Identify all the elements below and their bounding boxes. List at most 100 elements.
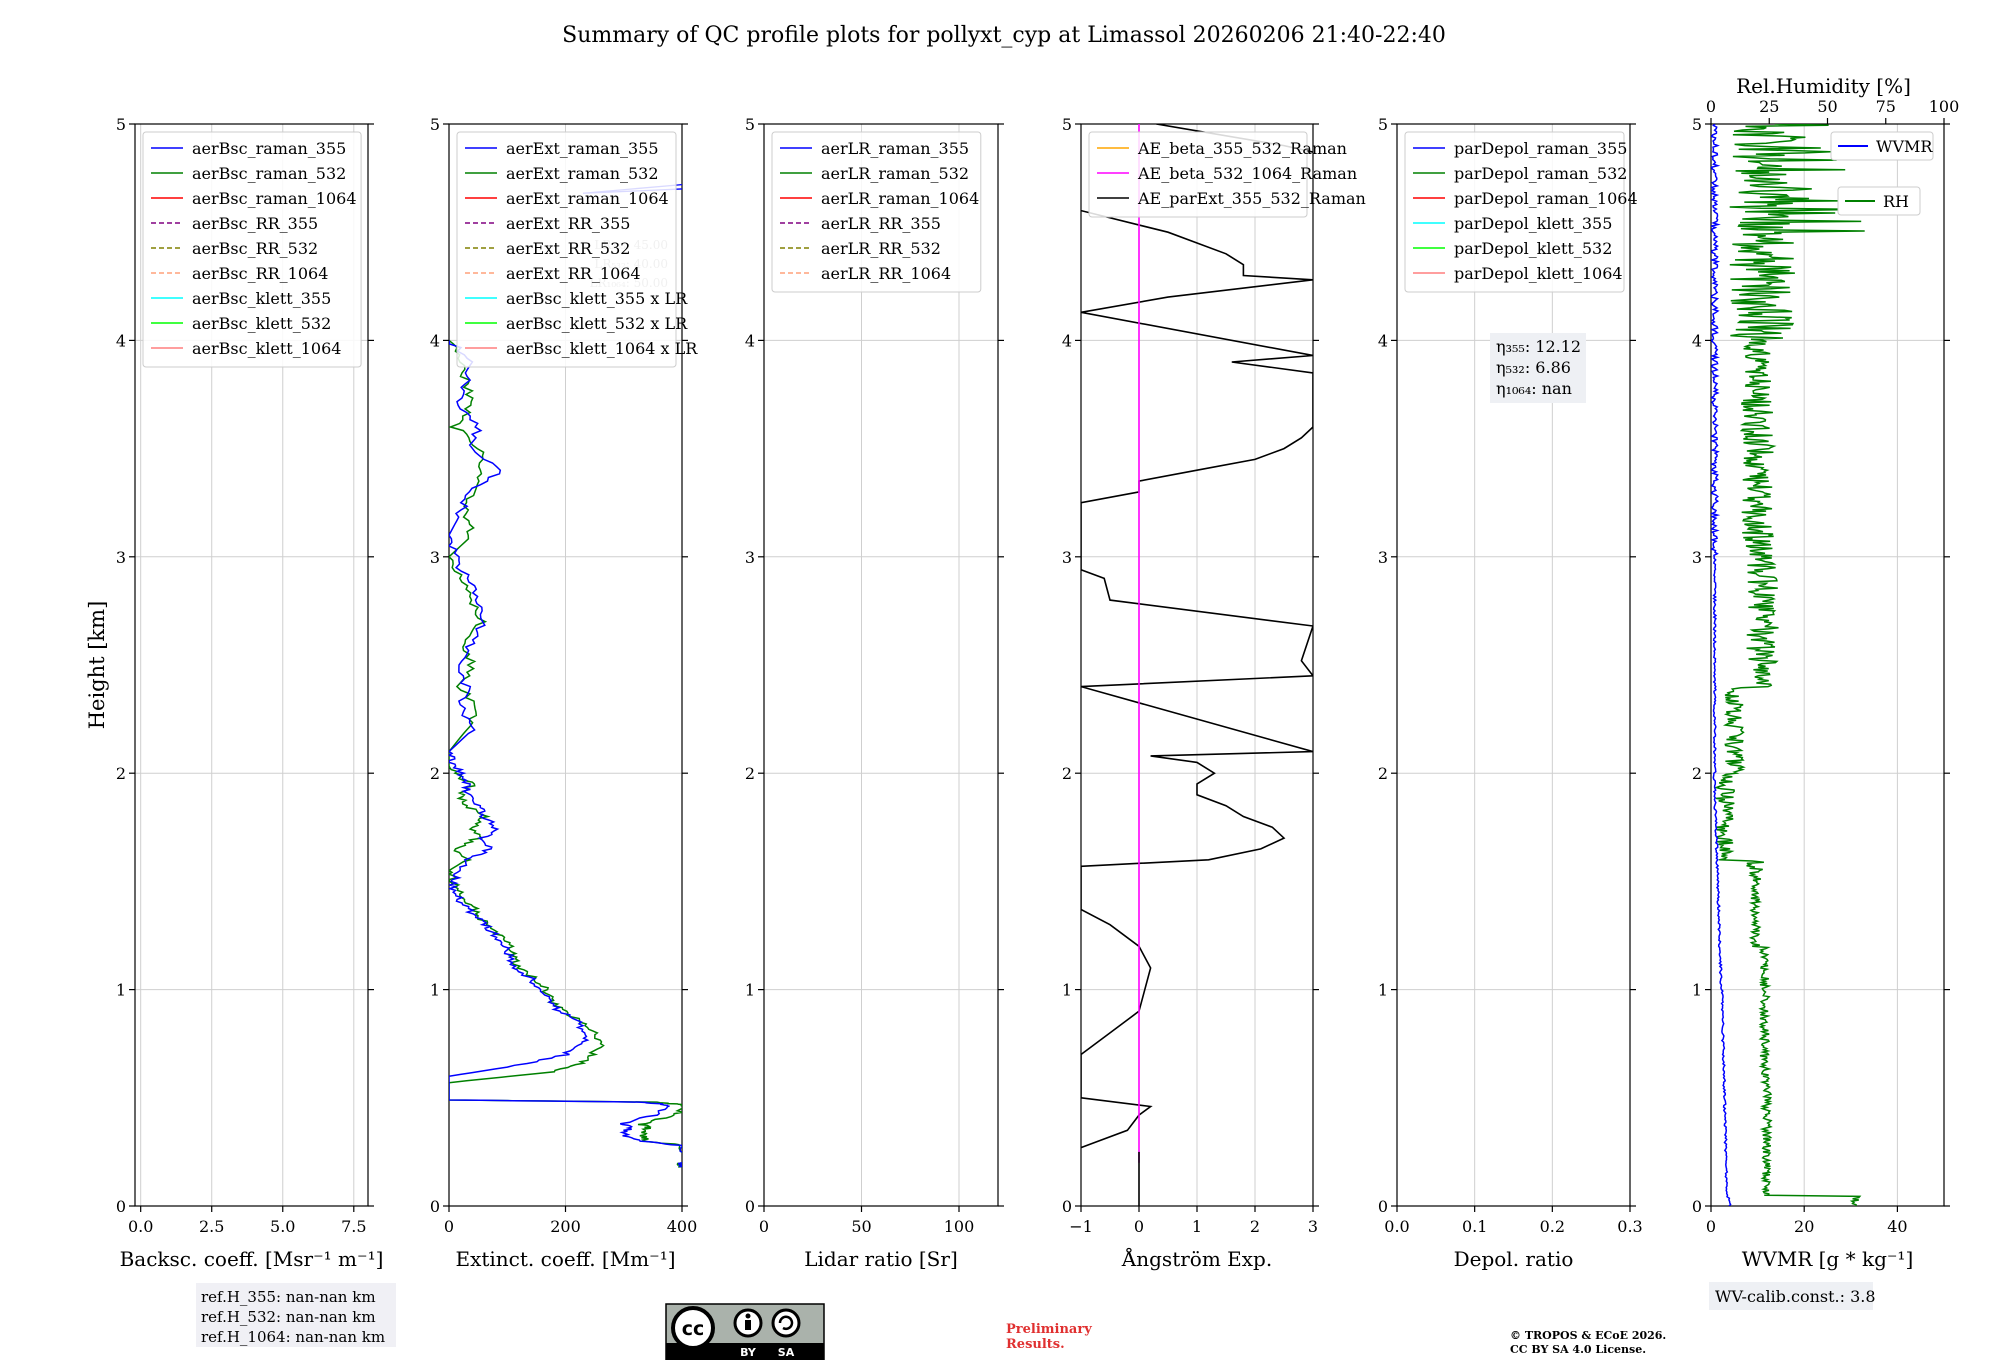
y-tick-label: 1 xyxy=(1692,981,1702,1000)
sa-share-icon xyxy=(771,1308,801,1338)
y-tick-label: 2 xyxy=(1062,764,1072,783)
y-tick-label: 0 xyxy=(745,1197,755,1216)
legend: aerExt_raman_355 aerExt_raman_532 aerExt_r… xyxy=(456,131,698,368)
legend-box xyxy=(1404,131,1625,293)
eta-text-1: η₅₃₂: 6.86 xyxy=(1496,358,1571,377)
y-axis-label: Height [km] xyxy=(85,601,109,730)
legend-label-7: aerBsc_klett_532 xyxy=(192,314,331,333)
ref-height-355: ref.H_355: nan-nan km xyxy=(201,1288,376,1306)
legend-label-1: parDepol_raman_532 xyxy=(1454,164,1627,183)
legend-label-4: aerExt_RR_532 xyxy=(506,239,630,258)
wv-calib-text: WV-calib.const.: 3.8 xyxy=(1715,1287,1876,1306)
x-tick-label: 0.0 xyxy=(128,1217,153,1236)
by-label: BY xyxy=(740,1346,757,1359)
legend-box xyxy=(142,131,362,368)
panel-bsc: 0 1 2 3 4 5 0.0 2.5 5.0 7.5 Backsc. coeff. [Msr⁻¹ … xyxy=(116,115,384,1271)
copyright-line2: CC BY SA 4.0 License. xyxy=(1510,1343,1646,1356)
legend-label-4: aerLR_RR_532 xyxy=(821,239,941,258)
y-tick-label: 4 xyxy=(1062,331,1072,350)
preliminary-line2: Results. xyxy=(1006,1337,1065,1352)
x-tick-label: 0 xyxy=(1134,1217,1144,1236)
legend-label-4: aerBsc_RR_532 xyxy=(192,239,318,258)
x-tick-label: 5.0 xyxy=(270,1217,295,1236)
ref-height-532: ref.H_532: nan-nan km xyxy=(201,1308,376,1326)
y-tick-label: 5 xyxy=(116,115,126,134)
legend-rh-label: RH xyxy=(1883,192,1909,211)
y-tick-label: 4 xyxy=(116,331,126,350)
top-x-tick-label: 50 xyxy=(1817,97,1837,116)
x-tick-label: 40 xyxy=(1887,1217,1907,1236)
legend-label-0: aerExt_raman_355 xyxy=(506,139,659,158)
legend-wvmr-label: WVMR xyxy=(1876,137,1933,156)
series-ext-532 xyxy=(449,339,682,1168)
x-tick-label: 100 xyxy=(944,1217,975,1236)
legend-label-0: parDepol_raman_355 xyxy=(1454,139,1627,158)
top-x-tick-label: 0 xyxy=(1706,97,1716,116)
legend-label-2: aerBsc_raman_1064 xyxy=(192,189,357,208)
y-tick-label: 3 xyxy=(1378,548,1388,567)
top-x-tick-label: 25 xyxy=(1759,97,1779,116)
legend-label-2: aerExt_raman_1064 xyxy=(506,189,669,208)
cc-license-badge: cc BY SA xyxy=(665,1303,825,1360)
y-tick-label: 2 xyxy=(1378,764,1388,783)
x-axis-label: Depol. ratio xyxy=(1454,1247,1574,1271)
x-tick-label: 400 xyxy=(667,1217,698,1236)
top-x-tick-label: 100 xyxy=(1929,97,1960,116)
legend-label-2: aerLR_raman_1064 xyxy=(821,189,979,208)
y-tick-label: 2 xyxy=(430,764,440,783)
top-x-tick-label: 75 xyxy=(1876,97,1896,116)
x-tick-label: 20 xyxy=(1794,1217,1814,1236)
legend-box xyxy=(771,131,982,293)
x-tick-label: 0.1 xyxy=(1462,1217,1487,1236)
legend-label-8: aerBsc_klett_1064 x LR xyxy=(506,339,698,358)
y-tick-label: 3 xyxy=(1062,548,1072,567)
legend: AE_beta_355_532_Raman AE_beta_532_1064_Ra… xyxy=(1088,131,1366,218)
x-tick-label: 50 xyxy=(851,1217,871,1236)
legend-wvmr-box xyxy=(1830,131,1934,161)
x-axis-label: WVMR [g * kg⁻¹] xyxy=(1742,1247,1914,1271)
legend-label-5: aerBsc_RR_1064 xyxy=(192,264,328,283)
legend-label-1: aerExt_raman_532 xyxy=(506,164,659,183)
y-tick-label: 3 xyxy=(745,548,755,567)
legend-label-3: parDepol_klett_355 xyxy=(1454,214,1612,233)
legend: aerLR_raman_355 aerLR_raman_532 aerLR_rama… xyxy=(771,131,982,293)
x-tick-label: −1 xyxy=(1069,1217,1093,1236)
legend-label-5: aerLR_RR_1064 xyxy=(821,264,951,283)
y-tick-label: 0 xyxy=(1062,1197,1072,1216)
legend-label-3: aerBsc_RR_355 xyxy=(192,214,318,233)
y-tick-label: 4 xyxy=(1378,331,1388,350)
legend-label-1: aerLR_raman_532 xyxy=(821,164,969,183)
x-tick-label: 0.3 xyxy=(1617,1217,1642,1236)
legend-label-0: AE_beta_355_532_Raman xyxy=(1137,139,1347,158)
panel-dep: 0 1 2 3 4 5 0.0 0.1 0.2 0.3 Depol. ratio η₃₅₅: 12.1… xyxy=(1378,115,1643,1271)
legend-label-4: parDepol_klett_532 xyxy=(1454,239,1612,258)
x-tick-label: 0 xyxy=(1706,1217,1716,1236)
ref-height-1064: ref.H_1064: nan-nan km xyxy=(201,1328,385,1346)
legend-label-1: AE_beta_532_1064_Raman xyxy=(1137,164,1357,183)
axes-frame xyxy=(134,123,369,1207)
y-tick-label: 2 xyxy=(116,764,126,783)
legend-box xyxy=(1088,131,1308,218)
y-tick-label: 1 xyxy=(116,981,126,1000)
x-tick-label: 1 xyxy=(1192,1217,1202,1236)
y-tick-label: 3 xyxy=(1692,548,1702,567)
legend-label-1: aerBsc_raman_532 xyxy=(192,164,346,183)
series-rh xyxy=(1713,124,1865,1206)
y-tick-label: 1 xyxy=(1062,981,1072,1000)
eta-text-0: η₃₅₅: 12.12 xyxy=(1496,337,1581,356)
axes-frame xyxy=(1396,123,1631,1207)
y-tick-label: 5 xyxy=(1692,115,1702,134)
series-ext-355 xyxy=(449,340,682,1168)
x-axis-label: Extinct. coeff. [Mm⁻¹] xyxy=(455,1247,675,1271)
legend-label-6: aerBsc_klett_355 xyxy=(192,289,331,308)
y-tick-label: 0 xyxy=(430,1197,440,1216)
axes-frame xyxy=(763,123,999,1207)
x-tick-label: 0 xyxy=(444,1217,454,1236)
legend-rh-box xyxy=(1837,186,1921,216)
y-tick-label: 1 xyxy=(745,981,755,1000)
